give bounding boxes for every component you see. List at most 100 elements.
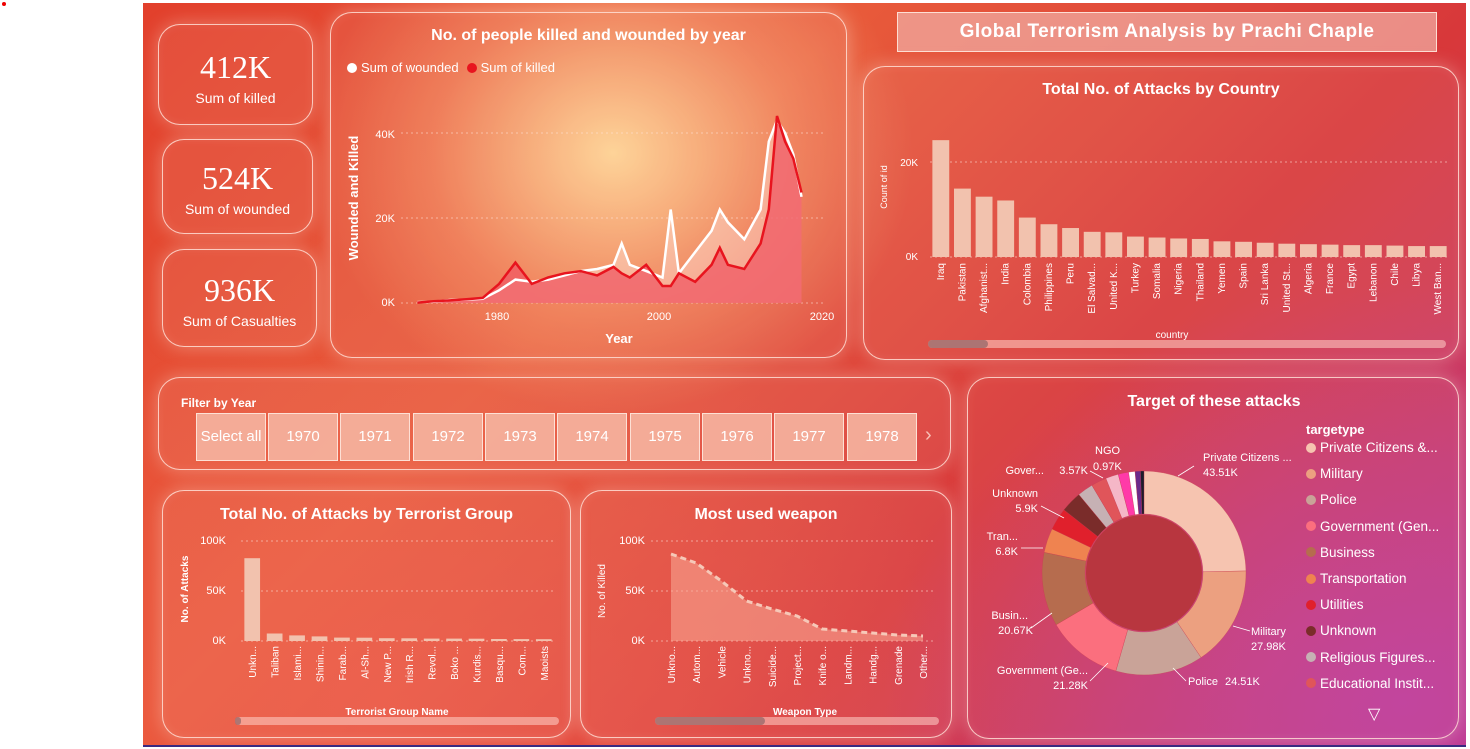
scrollbar-thumb[interactable] (928, 340, 988, 348)
x-tick-label: France (1325, 263, 1336, 295)
y-tick: 0K (632, 635, 646, 647)
y-tick: 0K (213, 635, 227, 647)
legend-item[interactable]: Transportation (1306, 571, 1407, 586)
bar (1213, 241, 1231, 257)
weapon-area (671, 554, 923, 641)
x-tick-label: Lebanon (1368, 263, 1379, 302)
donut-label: Gover... (1005, 465, 1044, 477)
scrollbar-thumb[interactable] (655, 717, 765, 725)
legend-item[interactable]: Police (1306, 492, 1357, 507)
x-tick-label: Al-Sh... (360, 646, 371, 679)
x-tick-label: Islami... (293, 646, 304, 680)
donut-value: 6.8K (995, 546, 1018, 558)
legend-item[interactable]: Utilities (1306, 597, 1364, 612)
x-tick-label: Egypt (1347, 263, 1358, 289)
slicer-item-1975[interactable]: 1975 (630, 413, 700, 461)
legend-item[interactable]: Private Citizens &... (1306, 440, 1438, 455)
y-axis-label: Wounded and Killed (346, 136, 361, 261)
slicer-item-1971[interactable]: 1971 (340, 413, 410, 461)
x-tick: 2000 (647, 311, 671, 323)
y-tick: 50K (625, 585, 645, 597)
bar (401, 638, 418, 641)
y-tick: 40K (375, 129, 395, 141)
kpi-value: 524K (201, 160, 274, 196)
country-chart-svg[interactable]: Count of id country 20K 0K Iraq Pakistan A… (864, 67, 1460, 361)
legend-item[interactable]: Government (Gen... (1306, 519, 1439, 534)
legend-label[interactable]: Sum of wounded (361, 60, 459, 75)
kpi-value: 936K (203, 272, 276, 308)
x-tick-label: Irish R... (405, 646, 416, 683)
donut-value: 20.67K (998, 625, 1034, 637)
x-tick-label: Unkn... (248, 646, 259, 678)
slicer-item-1973[interactable]: 1973 (485, 413, 555, 461)
chart-title: Most used weapon (694, 506, 838, 523)
x-tick-label: Project... (793, 646, 804, 685)
kpi-card-wounded[interactable]: 524K Sum of wounded (162, 139, 313, 234)
leader-line (1089, 470, 1104, 479)
legend-label: Religious Figures... (1320, 649, 1436, 665)
horizontal-scrollbar[interactable] (928, 340, 1446, 348)
slicer-item-1976[interactable]: 1976 (702, 413, 772, 461)
weapon-chart-svg[interactable]: No. of Killed Weapon Type 100K 50K 0K Un… (581, 491, 953, 739)
country-chart-panel[interactable]: Total No. of Attacks by Country Count of… (863, 66, 1459, 360)
slicer-item-1974[interactable]: 1974 (557, 413, 627, 461)
leader-line (1089, 662, 1109, 682)
bar (1148, 237, 1166, 257)
legend-more-icon[interactable]: ▽ (1368, 706, 1381, 723)
legend-swatch (1306, 442, 1316, 453)
line-chart-panel[interactable]: No. of people killed and wounded by year… (330, 12, 847, 358)
x-tick-label: Kurdis... (473, 646, 484, 683)
x-tick-label: Landm... (843, 646, 854, 685)
x-tick-label: India (1001, 263, 1012, 285)
x-tick-label: New P... (383, 646, 394, 683)
bar (1408, 246, 1425, 257)
bar (1083, 231, 1101, 257)
legend-item[interactable]: Business (1306, 545, 1375, 560)
slicer-item-1972[interactable]: 1972 (413, 413, 483, 461)
legend-swatch (1306, 573, 1316, 584)
bar (1256, 242, 1274, 257)
legend-label: Unknown (1320, 623, 1377, 639)
slicer-next-icon[interactable]: › (925, 424, 932, 446)
legend-item[interactable]: Religious Figures... (1306, 650, 1436, 665)
x-tick-label: Sri Lanka (1260, 263, 1271, 306)
horizontal-scrollbar[interactable] (235, 717, 559, 725)
legend-item[interactable]: Military (1306, 466, 1363, 481)
donut-value: 27.98K (1251, 641, 1287, 653)
legend-item[interactable]: Educational Instit... (1306, 676, 1434, 691)
legend-item[interactable]: Unknown (1306, 623, 1376, 638)
bar (311, 636, 328, 641)
year-slicer-panel[interactable]: Filter by Year Select all 1970 1971 1972… (158, 377, 951, 470)
x-tick: 2020 (810, 311, 834, 323)
group-chart-panel[interactable]: Total No. of Attacks by Terrorist Group … (162, 490, 571, 738)
kpi-card-killed[interactable]: 412K Sum of killed (158, 24, 313, 125)
bar (1343, 245, 1361, 257)
x-axis-label: country (1156, 330, 1189, 341)
line-chart-svg[interactable]: Wounded and Killed Year 40K 20K 0K 1980 … (331, 13, 848, 359)
group-chart-svg[interactable]: No. of Attacks Terrorist Group Name 100K… (163, 491, 572, 739)
target-chart-panel[interactable]: Target of these attacks Private Citizens… (967, 377, 1459, 739)
legend-label[interactable]: Sum of killed (480, 60, 555, 75)
slicer-item-1970[interactable]: 1970 (268, 413, 338, 461)
legend-swatch (1306, 494, 1316, 505)
x-tick-label: Shinin... (316, 646, 327, 682)
legend-swatch (1306, 547, 1316, 558)
slicer-item-select-all[interactable]: Select all (196, 413, 266, 461)
weapon-chart-panel[interactable]: Most used weapon No. of Killed Weapon Ty… (580, 490, 952, 738)
legend-title: targetype (1306, 422, 1365, 437)
kpi-card-casualties[interactable]: 936K Sum of Casualties (162, 249, 317, 347)
bar (954, 188, 971, 257)
x-tick-label: United St... (1282, 263, 1293, 312)
slicer-item-1977[interactable]: 1977 (774, 413, 844, 461)
horizontal-scrollbar[interactable] (655, 717, 939, 725)
scrollbar-thumb[interactable] (235, 717, 241, 725)
bar (1429, 246, 1447, 257)
x-tick: 1980 (485, 311, 509, 323)
bar (1040, 224, 1058, 257)
slicer-item-1978[interactable]: 1978 (847, 413, 917, 461)
donut-label: Government (Ge... (997, 665, 1088, 677)
donut-chart-svg[interactable]: Private Citizens ... 43.51K Military 27.… (968, 378, 1460, 740)
area-wounded (417, 120, 802, 303)
donut-value: 0.97K (1093, 461, 1122, 473)
x-tick-label: Other... (919, 646, 930, 679)
